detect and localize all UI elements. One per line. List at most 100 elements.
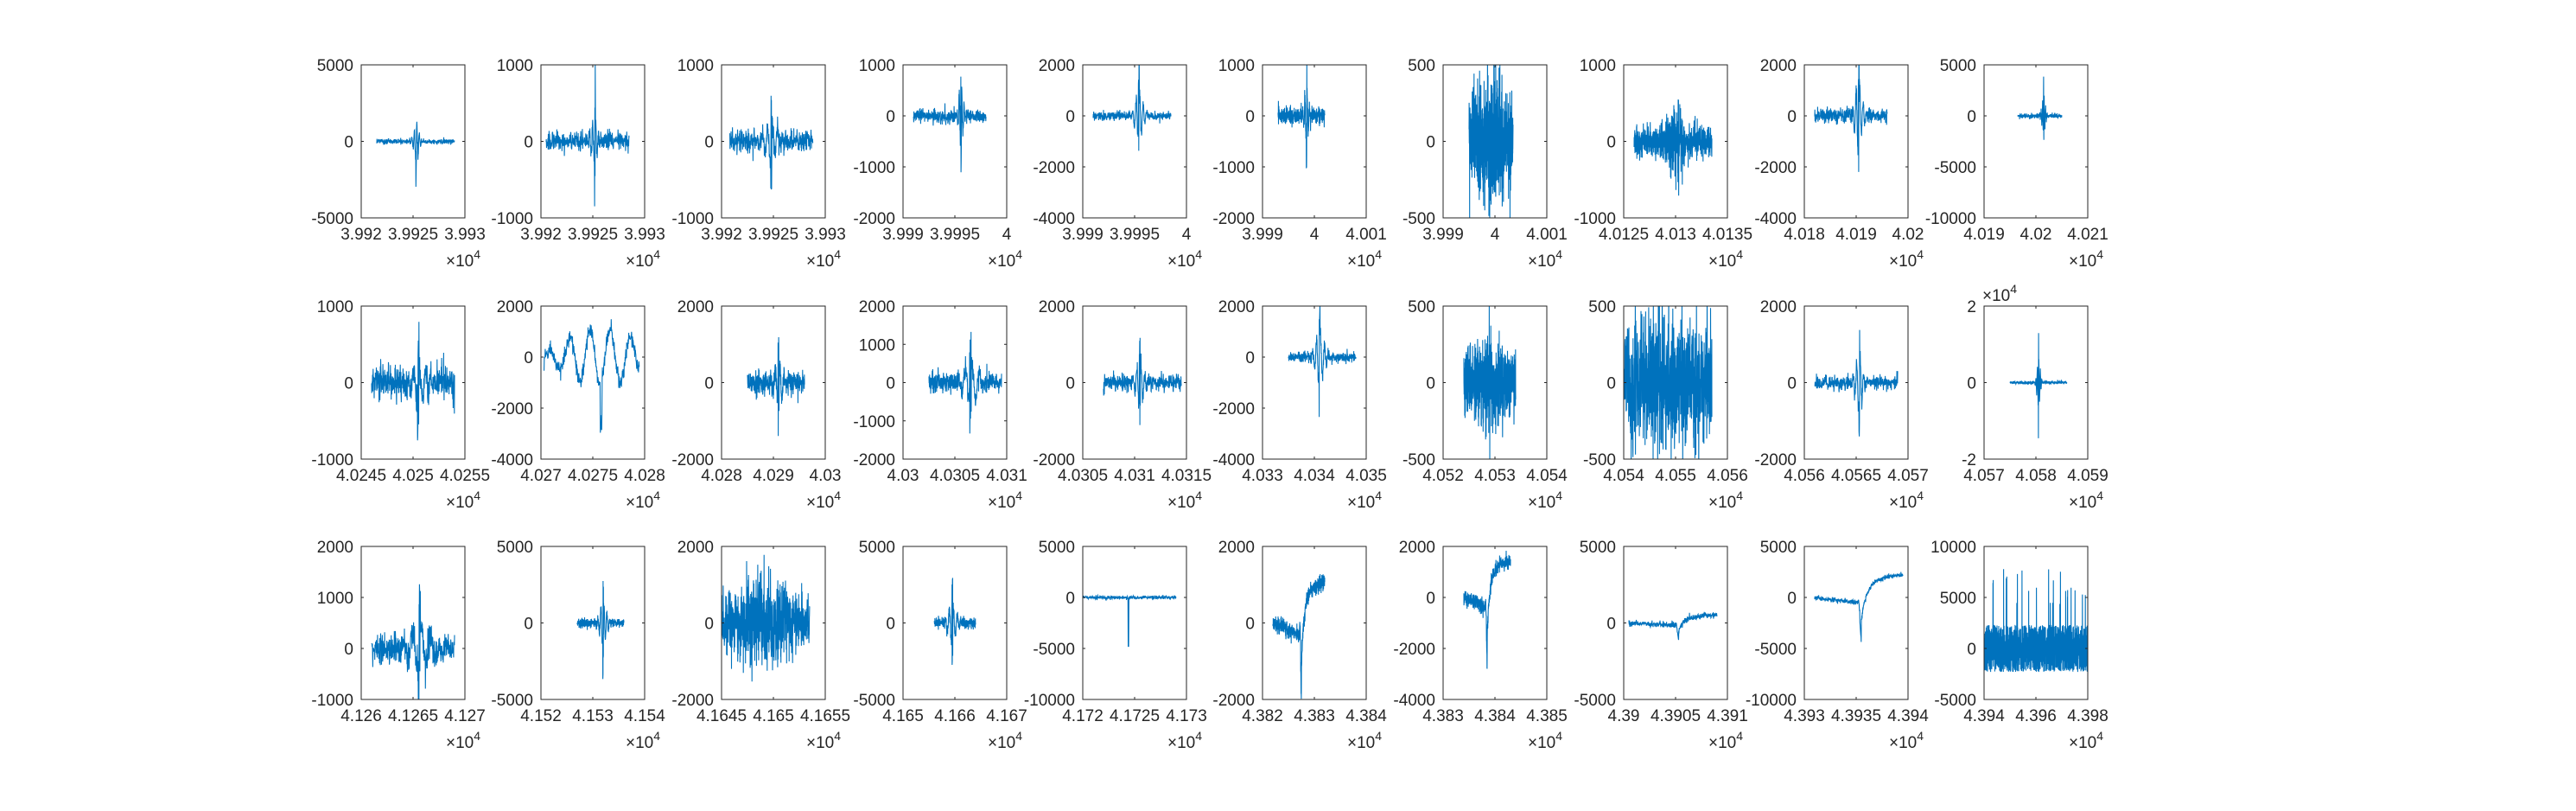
y-tick-label: 1000 <box>859 336 895 354</box>
x-tick-label: 4.055 <box>1655 467 1696 485</box>
x-tick-label: 4.1725 <box>1110 707 1160 725</box>
x-exponent-label: ×104 <box>988 247 1022 271</box>
y-tick-label: 0 <box>704 375 714 393</box>
x-tick-label: 4.02 <box>1892 226 1924 244</box>
y-tick-label: 0 <box>1606 616 1616 634</box>
x-tick-label: 4.054 <box>1526 467 1568 485</box>
x-tick-label: 4.03 <box>887 467 919 485</box>
x-exponent-label: ×104 <box>1708 247 1743 271</box>
y-tick-label: -2 <box>1962 451 1976 469</box>
x-exponent-label: ×104 <box>446 729 480 752</box>
x-tick-label: 4 <box>1310 226 1320 244</box>
axes-box <box>540 305 646 460</box>
y-tick-label: 2000 <box>1039 298 1075 316</box>
series-line <box>747 336 805 437</box>
series-line <box>1633 99 1713 196</box>
x-tick-label: 4.383 <box>1422 707 1464 725</box>
x-tick-label: 3.993 <box>444 226 486 244</box>
x-tick-label: 4.057 <box>1963 467 2005 485</box>
y-tick-label: 0 <box>704 616 714 634</box>
x-tick-label: 4.3905 <box>1651 707 1701 725</box>
y-tick-label: 0 <box>1245 349 1255 367</box>
x-exponent-label: ×104 <box>1528 729 1562 752</box>
y-tick-label: -4000 <box>1212 451 1255 469</box>
y-tick-label: 1000 <box>317 298 353 316</box>
y-tick-label: 2000 <box>317 539 353 557</box>
axes-box <box>1262 64 1367 219</box>
y-tick-label: 500 <box>1408 298 1435 316</box>
y-tick-label: -4000 <box>1393 692 1435 710</box>
y-tick-label: 2000 <box>1218 298 1255 316</box>
x-tick-label: 4.0305 <box>930 467 980 485</box>
x-tick-label: 4.384 <box>1474 707 1516 725</box>
x-tick-label: 4 <box>1491 226 1500 244</box>
y-tick-label: -1000 <box>853 413 895 431</box>
subplot-4: 3.999 3.9995 4 -2000 -1000 0 1000 ×104 <box>853 57 1022 271</box>
x-exponent-label: ×104 <box>626 247 660 271</box>
series-line <box>1814 572 1904 642</box>
series-line <box>1624 306 1713 459</box>
x-exponent-label: ×104 <box>1708 729 1743 752</box>
x-exponent-label: ×104 <box>1347 247 1382 271</box>
y-tick-label: 0 <box>524 349 533 367</box>
series-line <box>933 578 976 666</box>
x-tick-label: 4.172 <box>1062 707 1104 725</box>
x-tick-label: 4.39 <box>1608 707 1640 725</box>
y-tick-label: 0 <box>1606 134 1616 152</box>
y-tick-label: 5000 <box>859 539 895 557</box>
subplot-21: 4.126 4.1265 4.127 -1000 0 1000 2000 ×104 <box>311 539 485 752</box>
y-tick-label: -2000 <box>1033 451 1075 469</box>
x-exponent-label: ×104 <box>1528 247 1562 271</box>
y-tick-label: -1000 <box>1212 159 1255 177</box>
x-tick-label: 4.394 <box>1887 707 1929 725</box>
x-tick-label: 4.1645 <box>696 707 747 725</box>
subplot-24: 4.165 4.166 4.167 -5000 0 5000 ×104 <box>853 539 1027 752</box>
y-tick-label: 0 <box>1787 590 1797 608</box>
x-tick-label: 4.0125 <box>1599 226 1649 244</box>
y-tick-label: -5000 <box>1754 641 1797 659</box>
axes-box <box>1983 546 2089 700</box>
x-tick-label: 4.154 <box>624 707 665 725</box>
x-tick-label: 3.993 <box>624 226 665 244</box>
x-exponent-label: ×104 <box>1528 489 1562 512</box>
y-tick-label: 0 <box>524 134 533 152</box>
x-exponent-label: ×104 <box>806 247 841 271</box>
subplot-28: 4.39 4.3905 4.391 -5000 0 5000 ×104 <box>1574 539 1747 752</box>
x-tick-label: 4.031 <box>986 467 1027 485</box>
x-exponent-label: ×104 <box>806 729 841 752</box>
x-exponent-label: ×104 <box>1889 247 1924 271</box>
y-tick-label: -2000 <box>1212 210 1255 228</box>
x-tick-label: 4.028 <box>624 467 665 485</box>
series-line <box>1092 65 1172 151</box>
subplot-13: 4.028 4.029 4.03 -2000 0 2000 ×104 <box>671 298 841 512</box>
y-tick-label: -2000 <box>671 692 714 710</box>
series-line <box>1103 337 1182 425</box>
y-tick-label: 5000 <box>1580 539 1616 557</box>
subplot-23: 4.1645 4.165 4.1655 -2000 0 2000 ×104 <box>671 539 850 752</box>
x-tick-label: 3.993 <box>805 226 846 244</box>
x-tick-label: 3.992 <box>340 226 382 244</box>
axes-box <box>1082 546 1187 700</box>
axes-box <box>1262 305 1367 460</box>
x-exponent-label: ×104 <box>446 247 480 271</box>
x-exponent-label: ×104 <box>1347 729 1382 752</box>
y-tick-label: 2000 <box>1218 539 1255 557</box>
y-tick-label: 1000 <box>1218 57 1255 75</box>
x-tick-label: 3.9995 <box>930 226 980 244</box>
x-tick-label: 4.3935 <box>1831 707 1881 725</box>
x-exponent-label: ×104 <box>626 729 660 752</box>
y-tick-label: 0 <box>1606 375 1616 393</box>
series-line <box>376 121 455 188</box>
x-tick-label: 4.166 <box>934 707 976 725</box>
axes-box <box>360 546 466 700</box>
series-line <box>1277 65 1326 169</box>
y-tick-label: -10000 <box>1746 692 1797 710</box>
y-tick-label: 0 <box>1245 616 1255 634</box>
y-tick-label: 500 <box>1588 298 1616 316</box>
x-tick-label: 4.391 <box>1707 707 1748 725</box>
axes-box <box>1803 546 1909 700</box>
subplot-6: 3.999 4 4.001 -2000 -1000 0 1000 ×104 <box>1212 57 1386 271</box>
series-line <box>913 76 987 173</box>
y-tick-label: -10000 <box>1925 210 1976 228</box>
x-tick-label: 4.173 <box>1166 707 1207 725</box>
